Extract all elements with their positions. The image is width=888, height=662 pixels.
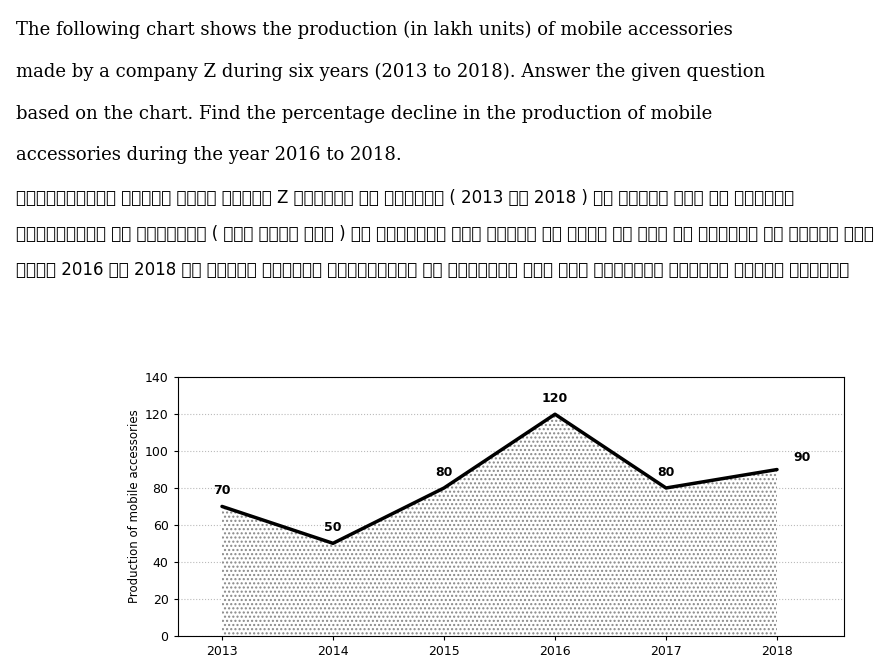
Y-axis label: Production of mobile accessories: Production of mobile accessories xyxy=(128,410,140,603)
Text: 50: 50 xyxy=(324,521,342,534)
Text: 70: 70 xyxy=(213,484,231,497)
Text: made by a company Z during six years (2013 to 2018). Answer the given question: made by a company Z during six years (20… xyxy=(16,63,765,81)
Text: 90: 90 xyxy=(794,451,811,464)
Text: The following chart shows the production (in lakh units) of mobile accessories: The following chart shows the production… xyxy=(16,21,733,40)
Text: निम्नलिखित चार्ट किसी कंपनी Z द्वारा छह वर्षों ( 2013 से 2018 ) के दौरान किए गए : निम्नलिखित चार्ट किसी कंपनी Z द्वारा छह … xyxy=(16,189,794,207)
Text: एक्सेसरीज के उत्पादन ( लाख इकाई में ) को दर्शाता है। चार्ट के आधार पर दिए गए प्र: एक्सेसरीज के उत्पादन ( लाख इकाई में ) को… xyxy=(16,225,874,243)
Text: वर्ष 2016 से 2018 के दौरान मोबाइल एक्सेसरीज के उत्पादन में हुई प्रतिशत गिरावट ज्: वर्ष 2016 से 2018 के दौरान मोबाइल एक्सेस… xyxy=(16,261,849,279)
Text: accessories during the year 2016 to 2018.: accessories during the year 2016 to 2018… xyxy=(16,146,401,164)
Text: based on the chart. Find the percentage decline in the production of mobile: based on the chart. Find the percentage … xyxy=(16,105,712,122)
Text: 80: 80 xyxy=(657,466,675,479)
Text: 80: 80 xyxy=(435,466,453,479)
Text: 120: 120 xyxy=(542,392,568,405)
